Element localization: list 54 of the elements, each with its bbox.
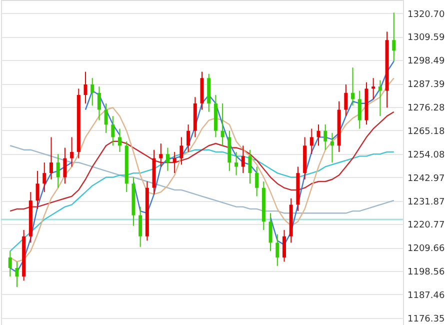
candlestick bbox=[49, 136, 53, 180]
candlestick bbox=[248, 149, 252, 184]
candlestick bbox=[166, 147, 170, 172]
candlestick bbox=[97, 86, 101, 121]
candlestick bbox=[15, 261, 19, 288]
candlestick bbox=[172, 151, 176, 174]
candlestick bbox=[70, 136, 74, 168]
candlestick bbox=[36, 170, 40, 210]
candlestick bbox=[118, 128, 122, 152]
candlestick bbox=[159, 143, 163, 168]
candlestick bbox=[8, 250, 12, 277]
candlestick bbox=[104, 102, 108, 134]
candlestick bbox=[344, 84, 348, 117]
candlestick bbox=[241, 145, 245, 174]
candlestick bbox=[268, 212, 272, 252]
candlestick bbox=[186, 124, 190, 152]
candlestick bbox=[255, 166, 259, 197]
candlestick bbox=[220, 102, 224, 146]
candlestick bbox=[234, 151, 238, 176]
y-tick-label: 1231.87 bbox=[408, 197, 445, 208]
candlestick bbox=[138, 206, 142, 248]
y-tick-label: 1309.59 bbox=[408, 33, 445, 44]
candlestick bbox=[324, 124, 328, 150]
y-tick-label: 1320.70 bbox=[408, 10, 445, 20]
candlestick bbox=[330, 132, 334, 163]
y-tick-label: 1298.49 bbox=[408, 56, 445, 67]
candlestick bbox=[372, 78, 376, 100]
y-tick-label: 1242.97 bbox=[408, 174, 445, 184]
candlestick bbox=[42, 162, 46, 193]
y-tick-label: 1254.08 bbox=[408, 150, 445, 160]
candlestick bbox=[84, 71, 88, 104]
candlestick bbox=[180, 136, 184, 166]
y-tick-label: 1220.77 bbox=[408, 220, 445, 231]
candlestick bbox=[282, 230, 286, 262]
candlestick bbox=[111, 116, 115, 146]
candlestick bbox=[378, 80, 382, 117]
line-series bbox=[10, 145, 394, 214]
candlestick bbox=[56, 154, 60, 188]
candlestick bbox=[90, 78, 94, 106]
y-tick-label: 1209.66 bbox=[408, 244, 445, 254]
candlestick bbox=[63, 147, 67, 184]
line-series bbox=[10, 111, 394, 212]
y-tick-label: 1198.56 bbox=[408, 268, 445, 278]
y-tick-label: 1276.28 bbox=[408, 104, 445, 114]
candlestick bbox=[310, 128, 314, 155]
candlestick bbox=[276, 234, 280, 266]
y-tick-label: 1265.18 bbox=[408, 126, 445, 137]
y-tick-label: 1287.39 bbox=[408, 80, 445, 90]
y-tick-label: 1187.46 bbox=[408, 290, 445, 301]
candlestick bbox=[351, 67, 355, 106]
candlestick bbox=[358, 90, 362, 130]
candlestick bbox=[392, 12, 396, 62]
candlestick bbox=[316, 124, 320, 146]
y-tick-label: 1176.35 bbox=[408, 314, 445, 324]
